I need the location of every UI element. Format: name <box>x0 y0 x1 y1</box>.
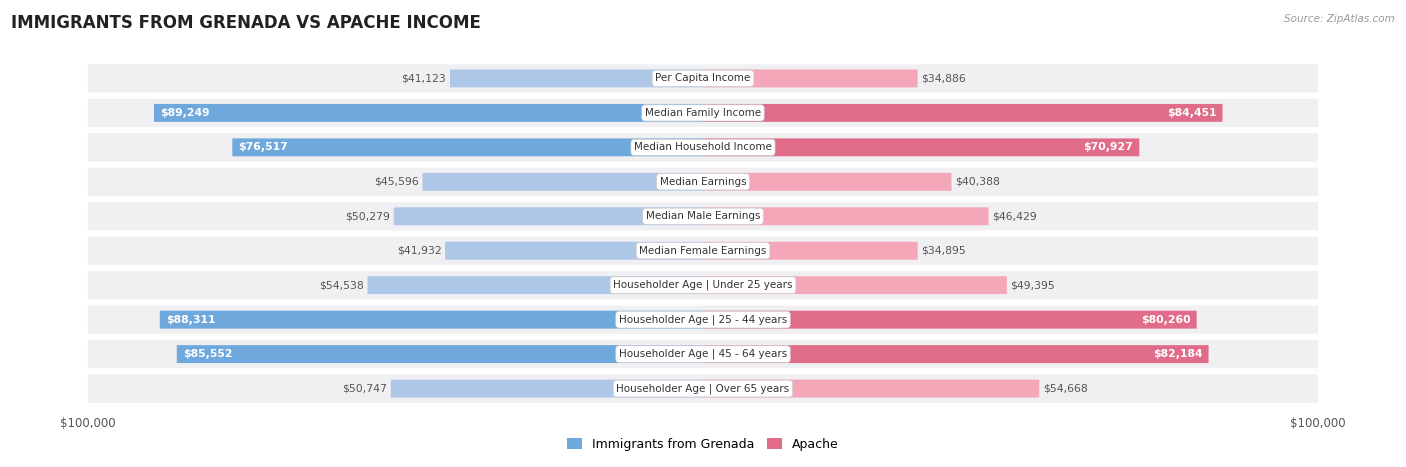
FancyBboxPatch shape <box>87 64 1319 92</box>
Text: $41,123: $41,123 <box>402 73 446 84</box>
Text: $89,249: $89,249 <box>160 108 209 118</box>
Legend: Immigrants from Grenada, Apache: Immigrants from Grenada, Apache <box>567 438 839 451</box>
Text: $80,260: $80,260 <box>1140 315 1191 325</box>
Text: IMMIGRANTS FROM GRENADA VS APACHE INCOME: IMMIGRANTS FROM GRENADA VS APACHE INCOME <box>11 14 481 32</box>
Text: Householder Age | 45 - 64 years: Householder Age | 45 - 64 years <box>619 349 787 359</box>
FancyBboxPatch shape <box>423 173 703 191</box>
Text: $41,932: $41,932 <box>396 246 441 256</box>
FancyBboxPatch shape <box>87 375 1319 403</box>
FancyBboxPatch shape <box>703 104 1222 122</box>
FancyBboxPatch shape <box>703 138 1139 156</box>
FancyBboxPatch shape <box>450 70 703 87</box>
FancyBboxPatch shape <box>87 133 1319 162</box>
Text: $54,668: $54,668 <box>1043 383 1088 394</box>
FancyBboxPatch shape <box>703 311 1197 329</box>
Text: Median Male Earnings: Median Male Earnings <box>645 211 761 221</box>
FancyBboxPatch shape <box>703 380 1039 397</box>
Text: $76,517: $76,517 <box>239 142 288 152</box>
Text: $40,388: $40,388 <box>955 177 1000 187</box>
Text: Householder Age | 25 - 44 years: Householder Age | 25 - 44 years <box>619 314 787 325</box>
Text: Median Earnings: Median Earnings <box>659 177 747 187</box>
FancyBboxPatch shape <box>87 271 1319 299</box>
Text: $50,279: $50,279 <box>344 211 389 221</box>
FancyBboxPatch shape <box>87 99 1319 127</box>
Text: Median Household Income: Median Household Income <box>634 142 772 152</box>
FancyBboxPatch shape <box>232 138 703 156</box>
Text: $70,927: $70,927 <box>1084 142 1133 152</box>
FancyBboxPatch shape <box>87 168 1319 196</box>
Text: $84,451: $84,451 <box>1167 108 1216 118</box>
FancyBboxPatch shape <box>87 202 1319 230</box>
Text: $54,538: $54,538 <box>319 280 364 290</box>
Text: $45,596: $45,596 <box>374 177 419 187</box>
FancyBboxPatch shape <box>160 311 703 329</box>
Text: Householder Age | Under 25 years: Householder Age | Under 25 years <box>613 280 793 290</box>
Text: $85,552: $85,552 <box>183 349 232 359</box>
Text: $49,395: $49,395 <box>1011 280 1056 290</box>
FancyBboxPatch shape <box>367 276 703 294</box>
FancyBboxPatch shape <box>391 380 703 397</box>
FancyBboxPatch shape <box>394 207 703 225</box>
Text: $34,886: $34,886 <box>921 73 966 84</box>
FancyBboxPatch shape <box>703 207 988 225</box>
FancyBboxPatch shape <box>87 237 1319 265</box>
FancyBboxPatch shape <box>703 345 1209 363</box>
FancyBboxPatch shape <box>155 104 703 122</box>
FancyBboxPatch shape <box>87 340 1319 368</box>
Text: Source: ZipAtlas.com: Source: ZipAtlas.com <box>1284 14 1395 24</box>
Text: Householder Age | Over 65 years: Householder Age | Over 65 years <box>616 383 790 394</box>
FancyBboxPatch shape <box>703 173 952 191</box>
FancyBboxPatch shape <box>87 305 1319 334</box>
Text: $34,895: $34,895 <box>921 246 966 256</box>
Text: $88,311: $88,311 <box>166 315 215 325</box>
FancyBboxPatch shape <box>446 242 703 260</box>
Text: Per Capita Income: Per Capita Income <box>655 73 751 84</box>
FancyBboxPatch shape <box>703 276 1007 294</box>
Text: $46,429: $46,429 <box>993 211 1038 221</box>
Text: Median Female Earnings: Median Female Earnings <box>640 246 766 256</box>
FancyBboxPatch shape <box>703 242 918 260</box>
Text: $50,747: $50,747 <box>342 383 387 394</box>
FancyBboxPatch shape <box>177 345 703 363</box>
Text: $82,184: $82,184 <box>1153 349 1202 359</box>
Text: Median Family Income: Median Family Income <box>645 108 761 118</box>
FancyBboxPatch shape <box>703 70 918 87</box>
